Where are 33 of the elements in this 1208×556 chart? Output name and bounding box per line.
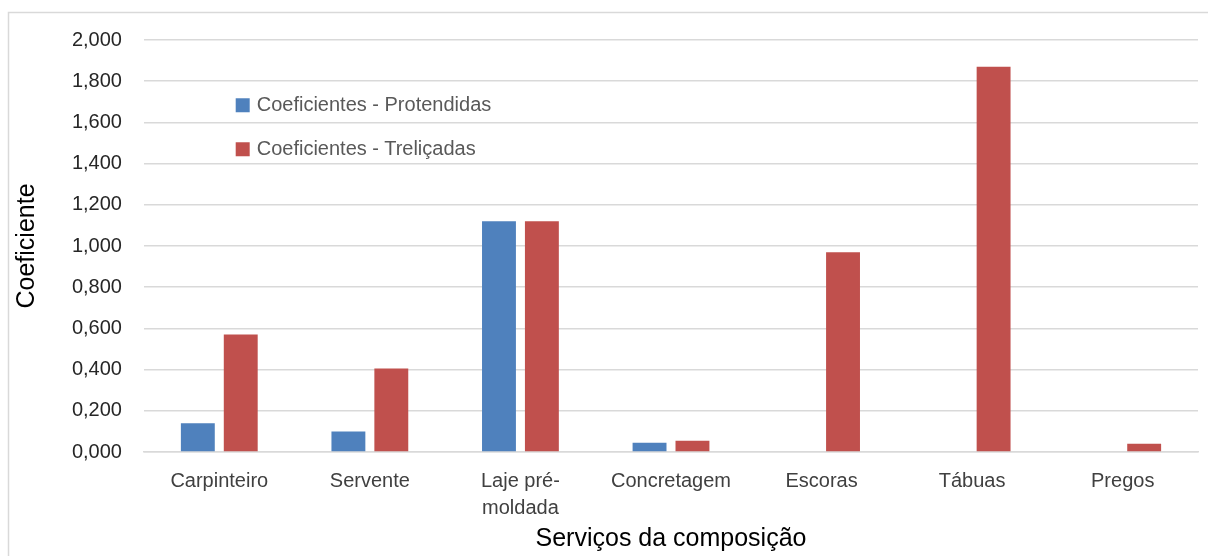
bar (331, 431, 366, 452)
bar (524, 221, 559, 452)
y-tick-label: 2,000 (71, 27, 122, 50)
y-tick-label: 1,200 (71, 192, 122, 215)
legend-label: Coeficientes - Protendidas (256, 92, 492, 115)
x-tick-label: Servente (329, 469, 410, 492)
bar (675, 440, 710, 452)
x-tick-label: Pregos (1091, 469, 1155, 492)
y-tick-label: 0,800 (71, 274, 122, 297)
y-tick-label: 0,200 (71, 398, 122, 421)
x-tick-label: Concretagem (610, 469, 732, 492)
bar (223, 334, 258, 452)
bar (976, 66, 1011, 452)
bar (1127, 443, 1162, 452)
y-tick-label: 1,600 (71, 109, 122, 132)
y-tick-label: 0,600 (71, 315, 122, 338)
bar (482, 221, 516, 452)
y-axis-title: Coeficiente (10, 183, 39, 309)
x-tick-label: Carpinteiro (170, 469, 269, 492)
y-tick-label: 1,800 (71, 68, 122, 91)
bar (374, 368, 409, 452)
x-tick-label: Laje pré-moldada (480, 469, 560, 519)
y-tick-label: 1,400 (71, 151, 122, 174)
y-tick-label: 0,000 (71, 439, 122, 462)
bar (180, 423, 215, 452)
y-tick-label: 1,000 (71, 233, 122, 256)
x-tick-label: Escoras (785, 469, 858, 492)
bar (826, 252, 860, 452)
legend-label: Coeficientes - Treliçadas (256, 136, 476, 159)
x-tick-label: Tábuas (938, 469, 1006, 492)
x-axis-title: Serviços da composição (535, 522, 807, 551)
bar (632, 442, 667, 452)
y-tick-label: 0,400 (71, 357, 122, 380)
